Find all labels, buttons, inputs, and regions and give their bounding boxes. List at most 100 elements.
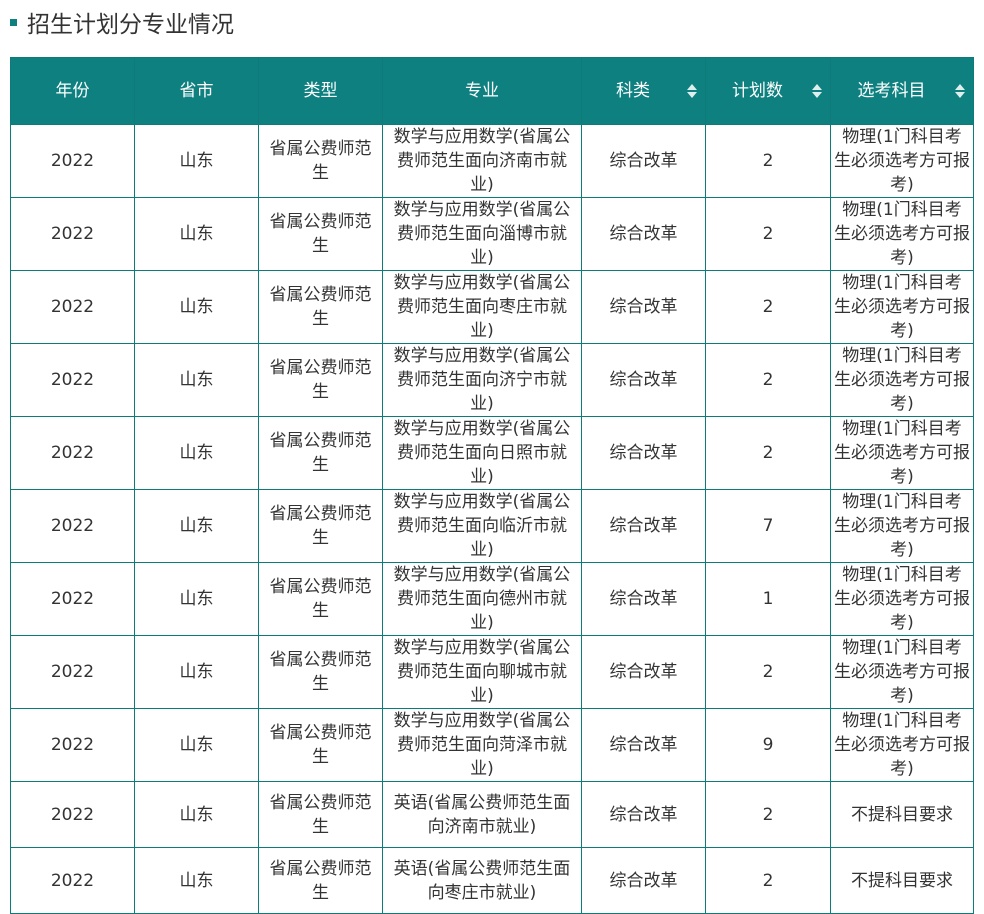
table-cell: 1 (705, 562, 831, 636)
column-header-label: 年份 (55, 81, 90, 101)
title-bullet-icon (10, 18, 17, 26)
table-cell: 综合改革 (581, 489, 706, 563)
table-cell: 英语(省属公费师范生面向枣庄市就业) (382, 847, 582, 914)
table-cell: 山东 (134, 562, 259, 636)
table-cell: 数学与应用数学(省属公费师范生面向德州市就业) (382, 562, 582, 636)
table-cell: 2022 (10, 270, 135, 344)
table-cell: 综合改革 (581, 635, 706, 709)
table-cell: 2022 (10, 847, 135, 914)
table-cell: 2 (705, 270, 831, 344)
sort-icon[interactable] (687, 84, 697, 98)
table-cell: 山东 (134, 197, 259, 271)
table-row: 2022 山东 省属公费师范生 数学与应用数学(省属公费师范生面向菏泽市就业) 综合改革… (10, 708, 974, 782)
table-cell: 省属公费师范生 (258, 489, 383, 563)
table-cell: 数学与应用数学(省属公费师范生面向菏泽市就业) (382, 708, 582, 782)
table-cell: 不提科目要求 (830, 847, 974, 914)
table-row: 2022 山东 省属公费师范生 数学与应用数学(省属公费师范生面向枣庄市就业) 综合改革… (10, 270, 974, 344)
table-cell: 2 (705, 416, 831, 490)
table-cell: 省属公费师范生 (258, 847, 383, 914)
column-header-4[interactable]: 科类 (581, 57, 706, 125)
table-cell: 2 (705, 343, 831, 417)
table-cell: 综合改革 (581, 847, 706, 914)
table-cell: 2 (705, 197, 831, 271)
column-header-2: 类型 (258, 57, 383, 125)
table-cell: 综合改革 (581, 416, 706, 490)
column-header-6[interactable]: 选考科目 (830, 57, 974, 125)
table-cell: 物理(1门科目考生必须选考方可报考) (830, 124, 974, 198)
table-row: 2022 山东 省属公费师范生 数学与应用数学(省属公费师范生面向济宁市就业) 综合改革… (10, 343, 974, 417)
table-cell: 数学与应用数学(省属公费师范生面向济南市就业) (382, 124, 582, 198)
table-cell: 2 (705, 847, 831, 914)
column-header-1: 省市 (134, 57, 259, 125)
table-cell: 物理(1门科目考生必须选考方可报考) (830, 197, 974, 271)
table-cell: 7 (705, 489, 831, 563)
table-cell: 2022 (10, 343, 135, 417)
table-cell: 省属公费师范生 (258, 635, 383, 709)
table-cell: 2022 (10, 635, 135, 709)
table-cell: 2022 (10, 781, 135, 848)
table-cell: 综合改革 (581, 708, 706, 782)
table-cell: 综合改革 (581, 343, 706, 417)
table-row: 2022 山东 省属公费师范生 数学与应用数学(省属公费师范生面向济南市就业) 综合改革… (10, 124, 974, 198)
table-cell: 省属公费师范生 (258, 343, 383, 417)
table-cell: 综合改革 (581, 562, 706, 636)
sort-icon[interactable] (812, 84, 822, 98)
table-cell: 物理(1门科目考生必须选考方可报考) (830, 562, 974, 636)
table-cell: 2022 (10, 708, 135, 782)
table-row: 2022 山东 省属公费师范生 英语(省属公费师范生面向枣庄市就业) 综合改革 2 不提科目… (10, 847, 974, 914)
table-cell: 省属公费师范生 (258, 416, 383, 490)
table-cell: 省属公费师范生 (258, 124, 383, 198)
table-row: 2022 山东 省属公费师范生 数学与应用数学(省属公费师范生面向德州市就业) 综合改革… (10, 562, 974, 636)
enrollment-plan-table: 年份 省市 类型 专业 科类 计划数 选考科目 2022 山东 省属公费师范生 数学与应用数学(省… (10, 57, 974, 914)
column-header-5[interactable]: 计划数 (705, 57, 831, 125)
column-header-label: 科类 (616, 81, 650, 101)
table-cell: 物理(1门科目考生必须选考方可报考) (830, 270, 974, 344)
table-cell: 山东 (134, 416, 259, 490)
table-cell: 9 (705, 708, 831, 782)
table-row: 2022 山东 省属公费师范生 数学与应用数学(省属公费师范生面向日照市就业) 综合改革… (10, 416, 974, 490)
table-cell: 数学与应用数学(省属公费师范生面向济宁市就业) (382, 343, 582, 417)
table-cell: 山东 (134, 270, 259, 344)
table-cell: 数学与应用数学(省属公费师范生面向淄博市就业) (382, 197, 582, 271)
table-cell: 综合改革 (581, 124, 706, 198)
table-cell: 2 (705, 781, 831, 848)
table-cell: 省属公费师范生 (258, 270, 383, 344)
table-cell: 2022 (10, 197, 135, 271)
table-cell: 物理(1门科目考生必须选考方可报考) (830, 489, 974, 563)
table-row: 2022 山东 省属公费师范生 英语(省属公费师范生面向济南市就业) 综合改革 2 不提科目… (10, 781, 974, 848)
table-cell: 山东 (134, 489, 259, 563)
table-cell: 物理(1门科目考生必须选考方可报考) (830, 343, 974, 417)
table-cell: 山东 (134, 708, 259, 782)
column-header-label: 计划数 (732, 81, 783, 101)
table-cell: 山东 (134, 781, 259, 848)
table-cell: 数学与应用数学(省属公费师范生面向日照市就业) (382, 416, 582, 490)
table-cell: 数学与应用数学(省属公费师范生面向临沂市就业) (382, 489, 582, 563)
table-row: 2022 山东 省属公费师范生 数学与应用数学(省属公费师范生面向淄博市就业) 综合改革… (10, 197, 974, 271)
column-header-label: 类型 (303, 81, 338, 101)
column-header-3: 专业 (382, 57, 582, 125)
table-cell: 物理(1门科目考生必须选考方可报考) (830, 416, 974, 490)
table-cell: 综合改革 (581, 270, 706, 344)
table-cell: 山东 (134, 847, 259, 914)
table-cell: 2022 (10, 489, 135, 563)
table-cell: 2022 (10, 562, 135, 636)
table-cell: 山东 (134, 635, 259, 709)
table-cell: 2 (705, 124, 831, 198)
table-cell: 2022 (10, 124, 135, 198)
table-cell: 数学与应用数学(省属公费师范生面向聊城市就业) (382, 635, 582, 709)
sort-icon[interactable] (955, 84, 965, 98)
column-header-label: 省市 (179, 81, 214, 101)
table-cell: 综合改革 (581, 197, 706, 271)
table-cell: 物理(1门科目考生必须选考方可报考) (830, 635, 974, 709)
table-cell: 物理(1门科目考生必须选考方可报考) (830, 708, 974, 782)
table-cell: 英语(省属公费师范生面向济南市就业) (382, 781, 582, 848)
table-row: 2022 山东 省属公费师范生 数学与应用数学(省属公费师范生面向聊城市就业) 综合改革… (10, 635, 974, 709)
table-row: 2022 山东 省属公费师范生 数学与应用数学(省属公费师范生面向临沂市就业) 综合改革… (10, 489, 974, 563)
section-title: 招生计划分专业情况 (10, 6, 234, 38)
column-header-label: 选考科目 (857, 81, 926, 101)
table-cell: 省属公费师范生 (258, 781, 383, 848)
section-title-text: 招生计划分专业情况 (27, 12, 234, 38)
table-cell: 2 (705, 635, 831, 709)
table-cell: 省属公费师范生 (258, 562, 383, 636)
column-header-0: 年份 (10, 57, 135, 125)
